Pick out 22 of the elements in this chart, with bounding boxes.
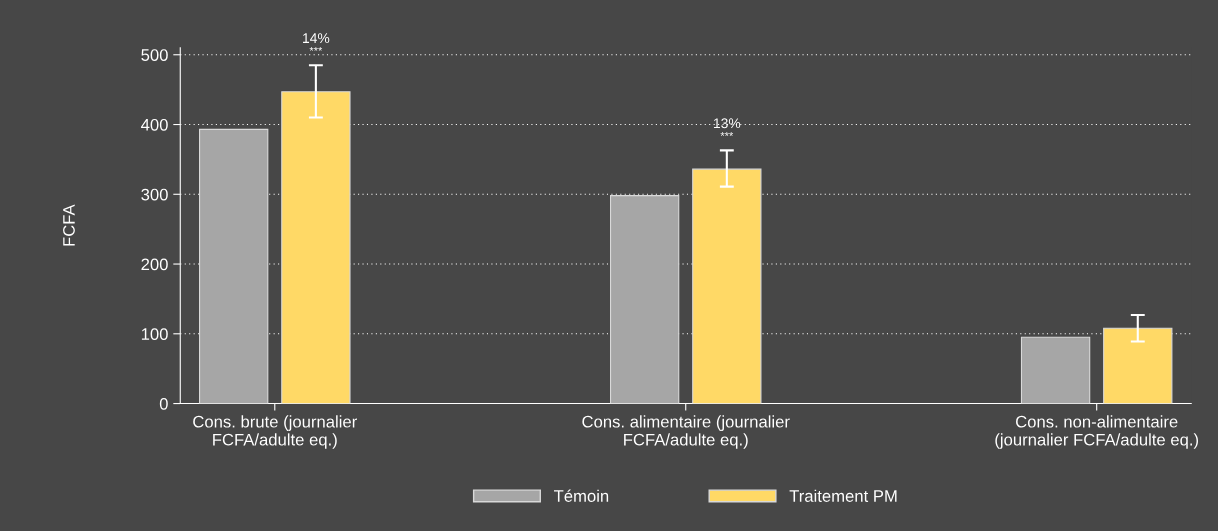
y-axis-title: FCFA bbox=[63, 204, 75, 246]
y-tick-label: 100 bbox=[141, 328, 168, 340]
bar bbox=[692, 168, 762, 404]
annotation: 13% bbox=[713, 118, 741, 129]
bar bbox=[609, 195, 680, 404]
x-tick-label: Cons. alimentaire (journalier FCFA/adulte eq.) bbox=[582, 415, 790, 449]
bar bbox=[199, 128, 269, 404]
y-tick-label: 200 bbox=[141, 258, 168, 271]
x-tick-label: Cons. brute (journalier FCFA/adulte eq.) bbox=[193, 415, 357, 449]
annotation: *** bbox=[720, 132, 734, 136]
y-tick-label: 0 bbox=[159, 397, 168, 410]
legend-label: Traitement PM bbox=[789, 489, 897, 502]
y-tick-label: 300 bbox=[141, 188, 168, 201]
x-tick-label: Cons. non-alimentaire (journalier FCFA/adulte eq.) bbox=[995, 415, 1199, 449]
legend-label: Témoin bbox=[554, 489, 609, 502]
text: 14% bbox=[303, 33, 330, 43]
bar bbox=[1103, 327, 1173, 404]
y-tick-label: 400 bbox=[141, 118, 168, 131]
y-tick-label: 500 bbox=[141, 49, 168, 61]
annotation: *** bbox=[309, 46, 323, 51]
bar bbox=[281, 91, 351, 404]
bar bbox=[1020, 336, 1091, 404]
